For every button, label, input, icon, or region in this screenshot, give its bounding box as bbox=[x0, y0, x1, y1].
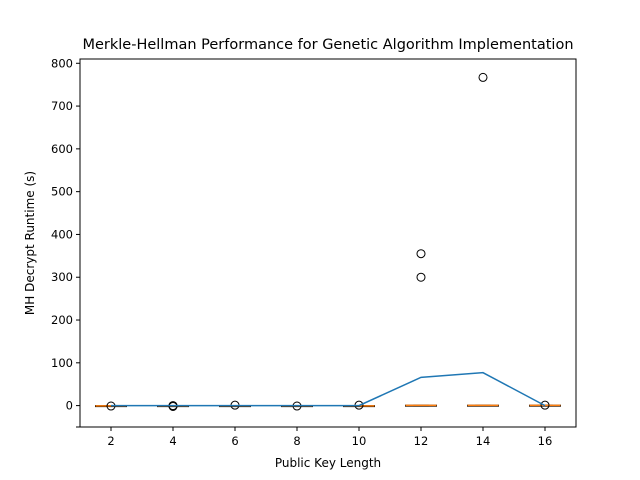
x-axis-label: Public Key Length bbox=[275, 456, 381, 470]
y-axis-label: MH Decrypt Runtime (s) bbox=[23, 171, 37, 315]
mean-line bbox=[111, 371, 546, 407]
x-tick-label-6: 6 bbox=[231, 434, 238, 448]
y-tick-label-500: 500 bbox=[51, 185, 73, 199]
x-tick-label-12: 12 bbox=[414, 434, 429, 448]
plot-frame bbox=[79, 58, 577, 428]
y-tick-label-800: 800 bbox=[51, 56, 73, 70]
chart-title: Merkle-Hellman Performance for Genetic A… bbox=[82, 37, 573, 53]
y-tick-label-0: 0 bbox=[66, 399, 73, 413]
y-tick-label-400: 400 bbox=[51, 227, 73, 241]
flier-16-0 bbox=[540, 400, 550, 410]
x-tick-label-2: 2 bbox=[107, 434, 114, 448]
x-tick-label-8: 8 bbox=[293, 434, 300, 448]
flier-14-0 bbox=[478, 72, 488, 82]
data-marks bbox=[95, 72, 561, 411]
x-tick-label-4: 4 bbox=[169, 434, 176, 448]
y-tick-label-300: 300 bbox=[51, 270, 73, 284]
flier-12-1 bbox=[416, 249, 426, 259]
y-tick-label-200: 200 bbox=[51, 313, 73, 327]
x-tick-label-10: 10 bbox=[352, 434, 367, 448]
y-tick-label-700: 700 bbox=[51, 99, 73, 113]
y-tick-label-600: 600 bbox=[51, 142, 73, 156]
x-tick-label-16: 16 bbox=[538, 434, 553, 448]
axes: 2 4 6 8 10 12 14 16 0 100 200 300 400 500 600 700 800 bbox=[51, 56, 577, 448]
flier-12-0 bbox=[416, 272, 426, 282]
x-tick-label-14: 14 bbox=[476, 434, 491, 448]
y-tick-label-100: 100 bbox=[51, 356, 73, 370]
